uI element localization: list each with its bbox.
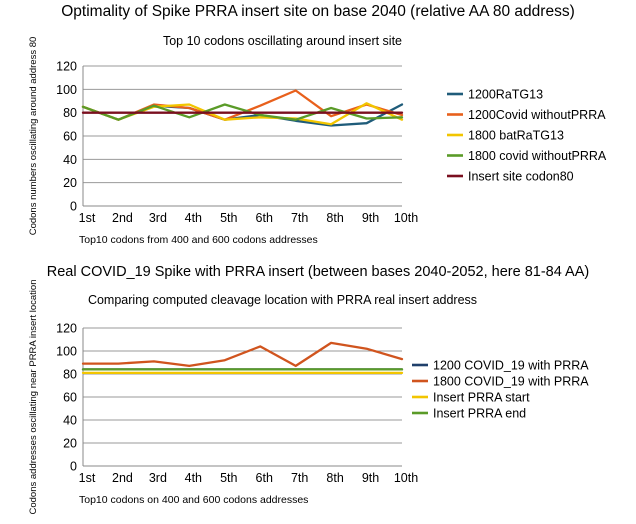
chart1-xtick-label: 1st <box>79 211 96 225</box>
chart1-ytick-label: 0 <box>70 200 77 214</box>
chart2-legend-label: 1800 COVID_19 with PRRA <box>433 375 589 389</box>
chart2-ytick-label: 100 <box>56 345 77 359</box>
chart2-xtick-label: 2nd <box>112 471 133 485</box>
chart2-ytick-label: 20 <box>63 437 77 451</box>
chart2-legend-label: 1200 COVID_19 with PRRA <box>433 359 589 373</box>
chart2-xtick-label: 9th <box>362 471 379 485</box>
chart2-xtick-label: 4th <box>185 471 202 485</box>
chart2-legend-label: Insert PRRA start <box>433 391 530 405</box>
chart2-ytick-label: 40 <box>63 414 77 428</box>
page-title-bottom: Real COVID_19 Spike with PRRA insert (be… <box>46 264 590 280</box>
page-title-top: Optimality of Spike PRRA insert site on … <box>61 3 575 20</box>
chart1-ytick-label: 80 <box>63 106 77 120</box>
chart2-xtick-label: 8th <box>326 471 343 485</box>
chart1-y-axis-label: Codons numbers oscillating around addres… <box>28 37 39 236</box>
chart2-ytick-label: 60 <box>63 391 77 405</box>
chart1-x-axis-label: Top10 codons from 400 and 600 codons add… <box>79 234 318 246</box>
chart1-xtick-label: 10th <box>394 211 418 225</box>
chart1-legend-label: Insert site codon80 <box>468 170 574 184</box>
chart2-xtick-label: 6th <box>256 471 273 485</box>
chart2-xtick-label: 7th <box>291 471 308 485</box>
chart2-ytick-label: 120 <box>56 322 77 336</box>
chart2-legend-label: Insert PRRA end <box>433 407 526 421</box>
chart2-x-axis-label: Top10 codons on 400 and 600 codons addre… <box>79 494 308 506</box>
chart2-ytick-label: 0 <box>70 460 77 474</box>
chart1-ytick-label: 60 <box>63 130 77 144</box>
chart2-xtick-label: 1st <box>79 471 96 485</box>
chart1-ytick-label: 20 <box>63 176 77 190</box>
chart1-xtick-label: 8th <box>326 211 343 225</box>
chart1-xtick-label: 4th <box>185 211 202 225</box>
chart2-xtick-label: 5th <box>220 471 237 485</box>
chart1-xtick-label: 9th <box>362 211 379 225</box>
chart1-xtick-label: 2nd <box>112 211 133 225</box>
chart1-ytick-label: 120 <box>56 60 77 74</box>
chart2-ytick-label: 80 <box>63 368 77 382</box>
chart1-xtick-label: 6th <box>256 211 273 225</box>
chart2-xtick-label: 3rd <box>149 471 167 485</box>
chart1-xtick-label: 3rd <box>149 211 167 225</box>
chart1-ytick-label: 100 <box>56 83 77 97</box>
chart2-y-axis-label: Codons addresses oscillating near PRRA i… <box>28 280 39 515</box>
chart1-legend-label: 1800 batRaTG13 <box>468 129 564 143</box>
chart1-xtick-label: 7th <box>291 211 308 225</box>
chart2-series-line-2 <box>81 341 404 368</box>
chart1-legend-label: 1800 covid withoutPRRA <box>468 149 607 163</box>
chart2-title: Comparing computed cleavage location wit… <box>88 293 477 307</box>
chart2-xtick-label: 10th <box>394 471 418 485</box>
chart1-ytick-label: 40 <box>63 153 77 167</box>
chart1-title: Top 10 codons oscillating around insert … <box>163 34 402 48</box>
chart1-xtick-label: 5th <box>220 211 237 225</box>
chart1-legend-label: 1200Covid withoutPRRA <box>468 108 606 122</box>
chart1-legend-label: 1200RaTG13 <box>468 88 543 102</box>
